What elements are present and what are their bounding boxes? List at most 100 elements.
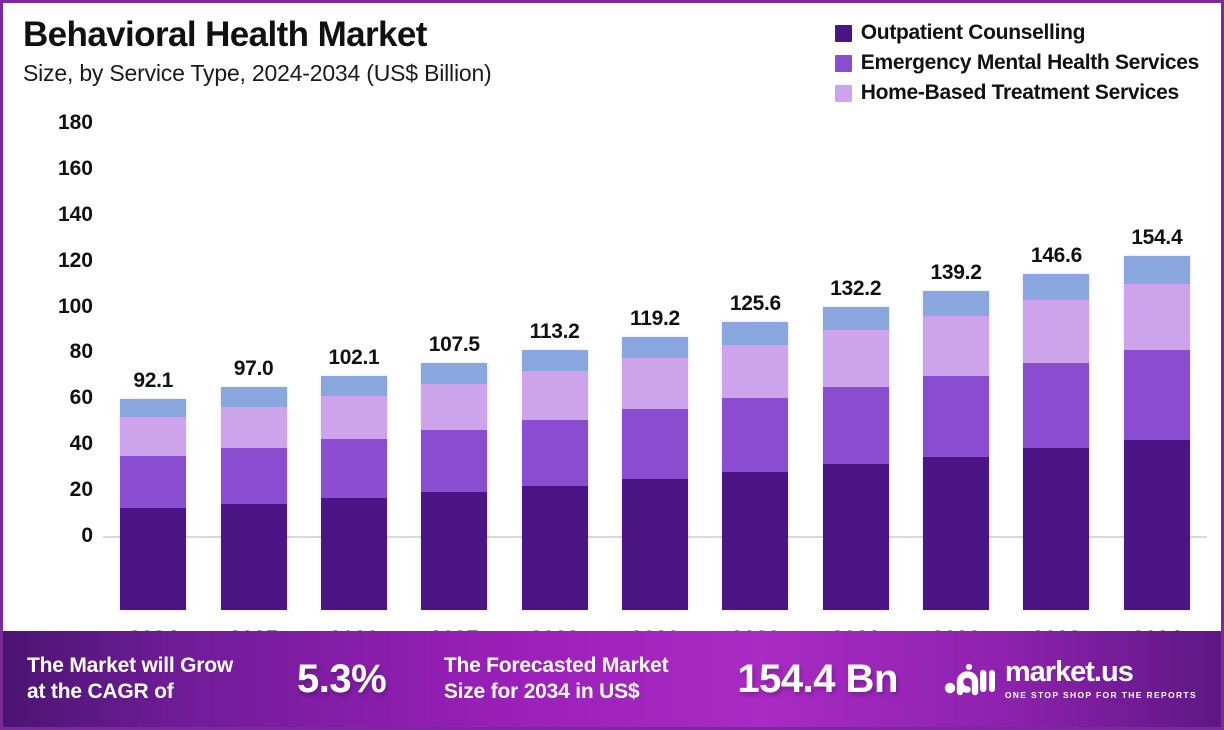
summary-banner: The Market will Grow at the CAGR of 5.3%… xyxy=(3,631,1221,727)
bar-segment[interactable] xyxy=(621,409,688,479)
stacked-bar[interactable] xyxy=(320,375,387,610)
stacked-bar[interactable] xyxy=(1023,273,1090,610)
page-title: Behavioral Health Market xyxy=(23,15,427,54)
stacked-bar[interactable] xyxy=(220,387,287,610)
cagr-value: 5.3% xyxy=(297,656,387,701)
bar-group[interactable]: 125.62030 xyxy=(705,197,805,651)
bar-segment[interactable] xyxy=(822,306,889,331)
bar-segment[interactable] xyxy=(621,478,688,610)
bar-segment[interactable] xyxy=(220,387,287,407)
bar-segment[interactable] xyxy=(1023,273,1090,301)
bar-segment[interactable] xyxy=(521,350,588,371)
legend-swatch-icon xyxy=(834,54,852,72)
bar-segment[interactable] xyxy=(1023,300,1090,364)
bar-group[interactable]: 154.42034 xyxy=(1107,197,1207,651)
bar-segment[interactable] xyxy=(320,395,387,440)
bar-segment[interactable] xyxy=(722,398,789,472)
bar-segment[interactable] xyxy=(521,370,588,420)
bar-segment[interactable] xyxy=(220,448,287,504)
cagr-caption: The Market will Grow at the CAGR of xyxy=(27,654,234,703)
stacked-bar[interactable] xyxy=(120,398,187,610)
bar-group[interactable]: 107.52027 xyxy=(404,197,504,651)
bar-group[interactable]: 119.22029 xyxy=(605,197,705,651)
bar-group[interactable]: 132.22031 xyxy=(806,197,906,651)
bar-segment[interactable] xyxy=(521,419,588,486)
plot-area: 180 160 140 120 100 80 60 40 20 0 92.1202497.0202… xyxy=(3,111,1221,651)
bar-group[interactable]: 97.02025 xyxy=(203,197,303,651)
y-axis-tick-label: 60 xyxy=(69,386,93,410)
stacked-bar[interactable] xyxy=(923,290,990,610)
bar-segment[interactable] xyxy=(1123,439,1190,610)
legend-item[interactable]: Home-Based Treatment Services xyxy=(834,81,1179,105)
bar-group[interactable]: 113.22028 xyxy=(504,197,604,651)
brand-tagline: ONE STOP SHOP FOR THE REPORTS xyxy=(1004,690,1197,700)
bar-segment[interactable] xyxy=(521,485,588,610)
bar-segment[interactable] xyxy=(1023,363,1090,449)
bar-group[interactable]: 146.62033 xyxy=(1006,197,1106,651)
chart-header: Behavioral Health Market Size, by Servic… xyxy=(3,3,1221,123)
stacked-bar[interactable] xyxy=(822,306,889,610)
bar-segment[interactable] xyxy=(722,344,789,399)
stacked-bar[interactable] xyxy=(722,321,789,610)
bar-segment[interactable] xyxy=(1123,284,1190,351)
bar-group[interactable]: 102.12026 xyxy=(304,197,404,651)
brand-logo-text: market.us ONE STOP SHOP FOR THE REPORTS xyxy=(1004,658,1197,701)
bar-segment[interactable] xyxy=(722,471,789,610)
bar-segment[interactable] xyxy=(722,321,789,345)
legend-swatch-icon xyxy=(834,84,852,102)
bar-segment[interactable] xyxy=(120,455,187,509)
y-axis-tick-label: 20 xyxy=(69,478,93,502)
bar-total-label: 154.4 xyxy=(1131,225,1183,249)
y-axis-tick-label: 180 xyxy=(57,111,93,134)
bar-segment[interactable] xyxy=(320,498,387,610)
legend-item[interactable]: Emergency Mental Health Services xyxy=(834,51,1199,75)
stacked-bar[interactable] xyxy=(421,363,488,610)
stacked-bar[interactable] xyxy=(1123,255,1190,610)
y-axis-tick-label: 140 xyxy=(57,202,93,226)
bar-total-label: 102.1 xyxy=(328,345,380,369)
bar-segment[interactable] xyxy=(220,503,287,610)
bar-segment[interactable] xyxy=(1123,350,1190,440)
bar-total-label: 92.1 xyxy=(133,368,174,392)
y-axis-tick-label: 0 xyxy=(81,524,93,547)
bar-segment[interactable] xyxy=(120,398,187,417)
bar-segment[interactable] xyxy=(421,429,488,493)
bar-segment[interactable] xyxy=(320,375,387,396)
bar-total-label: 139.2 xyxy=(930,260,982,284)
bar-segment[interactable] xyxy=(1123,255,1190,285)
bar-total-label: 107.5 xyxy=(428,333,480,357)
bar-segment[interactable] xyxy=(621,358,688,410)
bar-total-label: 146.6 xyxy=(1030,243,1082,267)
stacked-bar[interactable] xyxy=(621,336,688,610)
brand-logo[interactable]: market.us ONE STOP SHOP FOR THE REPORTS xyxy=(943,658,1197,700)
bar-segment[interactable] xyxy=(822,464,889,610)
bar-segment[interactable] xyxy=(421,383,488,430)
bar-segment[interactable] xyxy=(923,290,990,316)
page-subtitle: Size, by Service Type, 2024-2034 (US$ Bi… xyxy=(23,59,492,86)
legend-swatch-icon xyxy=(834,24,852,42)
bar-segment[interactable] xyxy=(320,439,387,499)
bar-segment[interactable] xyxy=(1023,448,1090,610)
bar-segment[interactable] xyxy=(621,336,688,359)
bar-segment[interactable] xyxy=(421,492,488,610)
y-axis-tick-label: 100 xyxy=(57,294,93,318)
bar-group[interactable]: 92.12024 xyxy=(103,197,203,651)
bar-segment[interactable] xyxy=(220,406,287,449)
y-axis-tick-label: 40 xyxy=(69,432,93,456)
bar-segment[interactable] xyxy=(120,508,187,610)
bar-segment[interactable] xyxy=(822,330,889,387)
stacked-bar[interactable] xyxy=(521,350,588,610)
bar-segment[interactable] xyxy=(822,386,889,465)
chart-legend: Outpatient Counselling Emergency Mental H… xyxy=(834,21,1199,105)
legend-item[interactable]: Outpatient Counselling xyxy=(834,21,1085,45)
bar-segment[interactable] xyxy=(923,315,990,376)
bar-segment[interactable] xyxy=(923,375,990,457)
bar-segment[interactable] xyxy=(421,363,488,384)
y-axis-tick-label: 120 xyxy=(57,248,93,272)
bar-group[interactable]: 139.22032 xyxy=(906,197,1006,651)
bar-total-label: 132.2 xyxy=(830,276,882,300)
bar-total-label: 113.2 xyxy=(529,320,580,344)
legend-item-label: Home-Based Treatment Services xyxy=(860,81,1179,104)
bar-segment[interactable] xyxy=(120,416,187,456)
bar-segment[interactable] xyxy=(923,456,990,610)
